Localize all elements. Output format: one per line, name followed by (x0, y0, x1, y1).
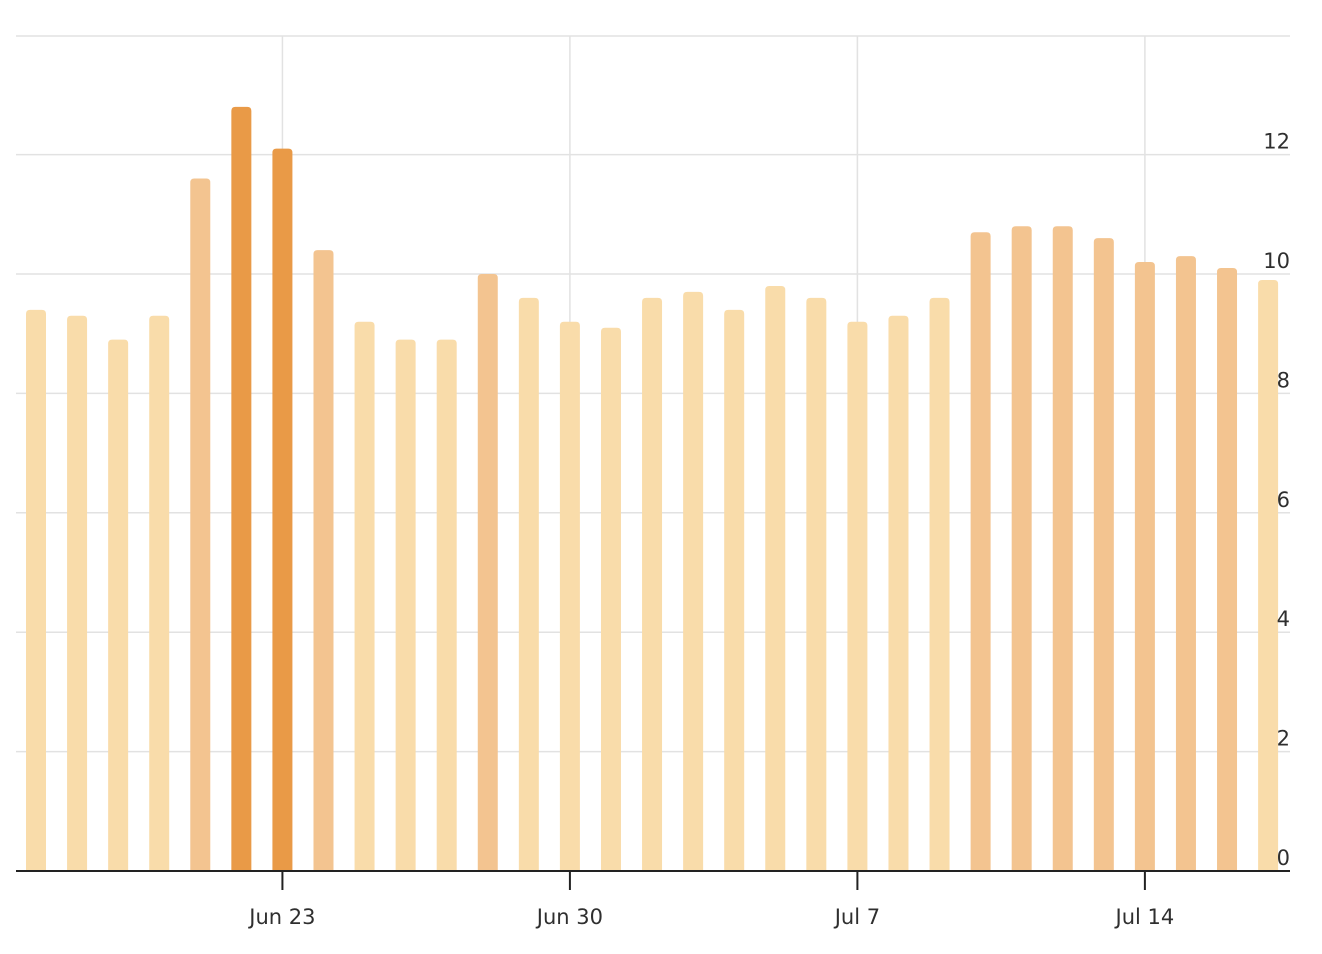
bar (1011, 226, 1032, 872)
bar (1134, 262, 1155, 871)
bar (149, 315, 170, 871)
bar (929, 297, 950, 871)
y-tick-label: 4 (1277, 607, 1290, 631)
bar (559, 321, 580, 871)
bar (847, 321, 868, 871)
x-tick-label: Jun 30 (535, 905, 603, 929)
y-tick-label: 10 (1263, 249, 1290, 273)
bar (26, 309, 46, 871)
x-tick-label: Jul 14 (1114, 905, 1175, 929)
bar (190, 178, 211, 872)
bar (395, 339, 416, 871)
bar (108, 339, 129, 871)
bar (518, 297, 539, 871)
bar (1093, 238, 1114, 871)
x-tick-label: Jun 23 (247, 905, 315, 929)
bar (231, 106, 252, 872)
bar (1175, 256, 1196, 872)
y-tick-label: 6 (1277, 488, 1290, 512)
bar (683, 291, 704, 871)
bar (477, 274, 498, 871)
y-tick-label: 0 (1277, 846, 1290, 870)
bar (600, 327, 621, 872)
bar (1258, 279, 1279, 872)
bar (724, 309, 745, 871)
bar (642, 297, 663, 871)
bar (1052, 226, 1073, 872)
bar (67, 315, 88, 871)
axis-layer: 0 2 4 6 8 10 12 Jun 23 Jun 30 Jul 7 Jul 14 (16, 130, 1290, 929)
x-tick-label: Jul 7 (833, 905, 880, 929)
bar (272, 148, 293, 871)
bar-layer (26, 106, 1279, 872)
y-tick-label: 12 (1263, 130, 1290, 154)
bar (354, 321, 375, 871)
bar (436, 339, 457, 871)
bar (970, 232, 991, 871)
bar (888, 315, 909, 871)
y-tick-label: 2 (1277, 727, 1290, 751)
bar (806, 297, 827, 871)
bar (1217, 268, 1238, 871)
bar (765, 285, 786, 871)
y-tick-label: 8 (1277, 368, 1290, 392)
bar (313, 250, 334, 871)
